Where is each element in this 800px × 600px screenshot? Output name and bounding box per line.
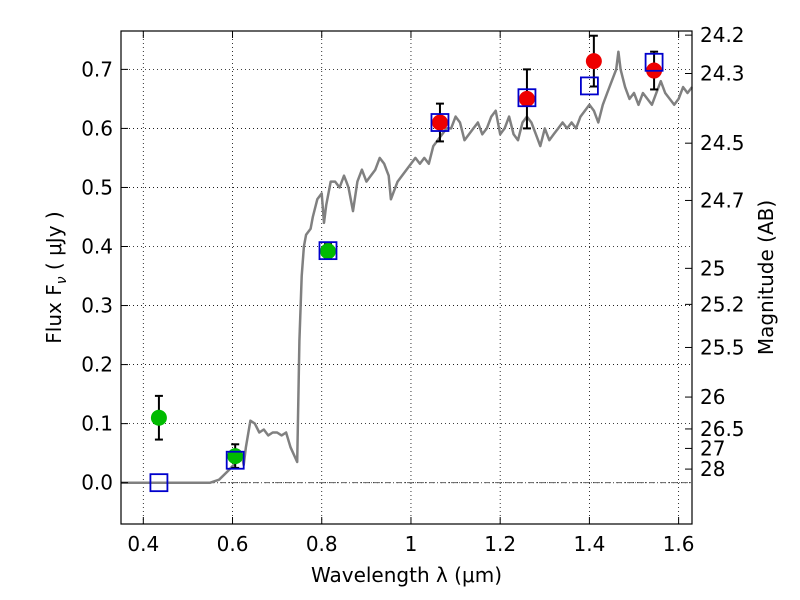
y-axis-label: Flux Fν ( μJy ) xyxy=(42,211,70,343)
nir-point xyxy=(518,90,535,107)
optical-point xyxy=(150,409,167,426)
y-tick-label: 0.4 xyxy=(81,235,113,259)
y-tick-label: 0.3 xyxy=(81,294,113,318)
y2-tick-label: 26.5 xyxy=(700,417,745,441)
y-tick-label: 0.6 xyxy=(81,116,113,140)
x-tick-label: 0.8 xyxy=(306,532,338,556)
y-axis-label-main: Flux F xyxy=(42,284,66,343)
y-axis-label-unit: ( μJy ) xyxy=(42,211,66,276)
y2-tick-label: 25 xyxy=(700,256,725,280)
y2-tick-label: 27 xyxy=(700,436,725,460)
y2-tick-label: 24.2 xyxy=(700,23,745,47)
y-tick-labels: 0.0 0.1 0.2 0.3 0.4 0.5 0.6 0.7 xyxy=(81,57,113,494)
y-tick-label: 0.0 xyxy=(81,471,113,495)
nir-point xyxy=(585,53,602,70)
y-tick-label: 0.2 xyxy=(81,353,113,377)
plot-frame xyxy=(120,30,693,525)
data-points-layer xyxy=(150,53,663,465)
x-tick-label: 0.4 xyxy=(127,532,159,556)
optical-point xyxy=(227,448,244,465)
y2-tick-label: 28 xyxy=(700,457,725,481)
model-spectrum-layer xyxy=(121,50,693,484)
y2-axis-label: Magnitude (AB) xyxy=(754,200,778,355)
model-photometry-point xyxy=(318,241,338,261)
model-photometry-point xyxy=(149,473,169,493)
errorbar-layer xyxy=(154,34,659,469)
model-photometry-point xyxy=(430,113,450,132)
x-tick-label: 1.6 xyxy=(663,532,695,556)
y-axis-label-subscript: ν xyxy=(54,276,70,284)
y2-tick-label: 24.3 xyxy=(700,62,745,86)
x-tick-labels: 0.4 0.6 0.8 1 1.2 1.4 1.6 xyxy=(127,532,694,556)
ticks-layer xyxy=(121,31,692,524)
grid xyxy=(121,31,692,524)
model-photometry-point xyxy=(579,76,599,96)
y-tick-label: 0.1 xyxy=(81,412,113,436)
optical-point xyxy=(319,243,336,260)
x-tick-label: 0.6 xyxy=(217,532,249,556)
model-photometry-point xyxy=(644,52,664,72)
model-spectrum-line xyxy=(121,50,693,484)
model-photometry-point xyxy=(225,450,245,470)
x-tick-label: 1.4 xyxy=(573,532,605,556)
y-tick-label: 0.5 xyxy=(81,175,113,199)
nir-point xyxy=(431,114,448,131)
y2-tick-label: 24.5 xyxy=(700,131,745,155)
y2-tick-label: 26 xyxy=(700,385,725,409)
x-axis-label: Wavelength λ (μm) xyxy=(311,563,502,587)
x-tick-label: 1.2 xyxy=(484,532,516,556)
y2-tick-label: 25.2 xyxy=(700,292,745,316)
x-tick-label: 1 xyxy=(405,532,418,556)
model-photometry-layer xyxy=(149,52,664,493)
y2-tick-label: 25.5 xyxy=(700,335,745,359)
model-photometry-point xyxy=(517,88,537,108)
y-tick-label: 0.7 xyxy=(81,57,113,81)
y2-tick-label: 24.7 xyxy=(700,188,745,212)
